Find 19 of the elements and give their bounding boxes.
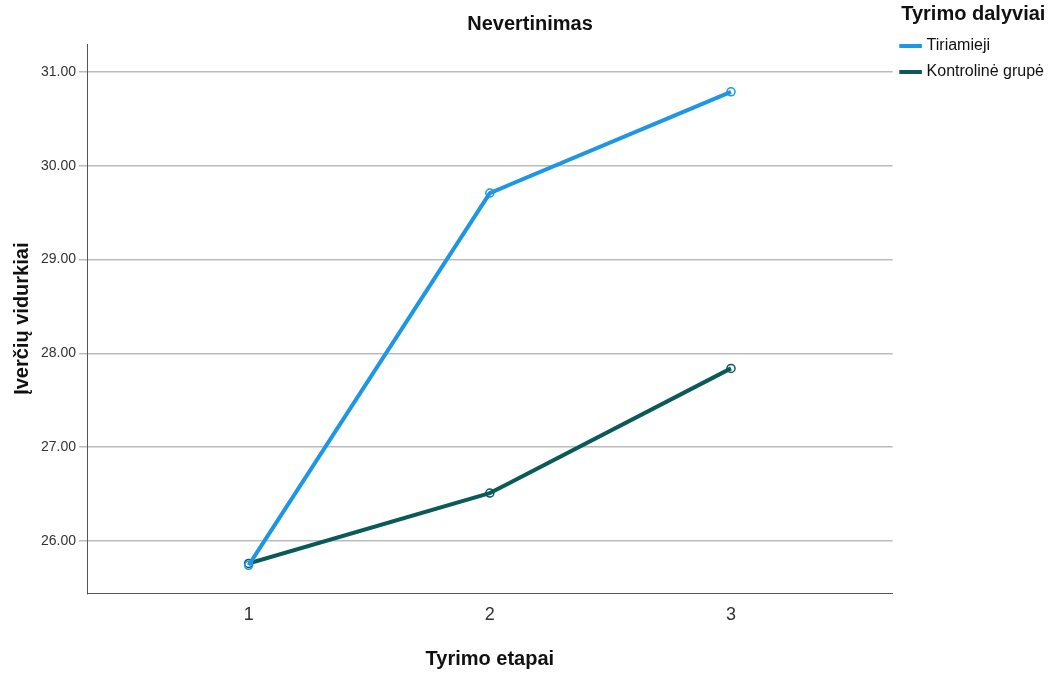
point [726,87,736,97]
y-axis-title: Įverčių vidurkiai [9,242,32,395]
y-tick-label: 31.00 [40,62,77,79]
x-tick-label: 2 [484,604,495,625]
x-tick-label: 1 [243,604,254,625]
point [726,363,736,374]
y-tick-label: 26.00 [40,531,77,548]
y-tick-label: 29.00 [40,250,77,267]
point [485,188,495,198]
x-axis-title: Tyrimo etapai [425,646,555,669]
x-tick-label: 3 [725,604,736,625]
y-tick-label: 27.00 [40,438,77,454]
y-tick-label: 30.00 [40,156,77,173]
legend-label: Tiriamieji [926,36,990,54]
legend-label: Kontrolinė grupė [926,62,1045,80]
y-tick-label: 28.00 [40,344,77,361]
chart-title: Nevertinimas [467,11,593,34]
legend-title: Tyrimo dalyviai [901,1,1046,24]
point [485,488,495,498]
